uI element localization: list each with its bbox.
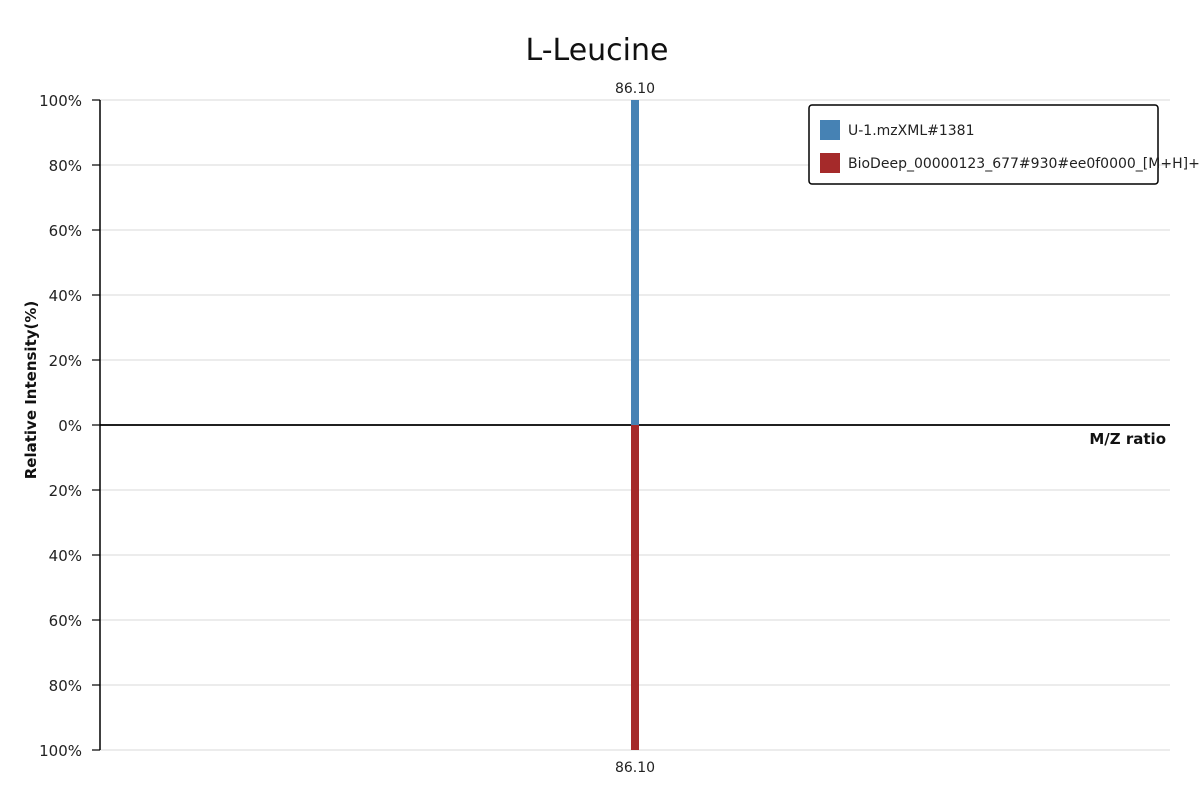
y-tick-label: 0% — [58, 417, 82, 435]
legend-box — [808, 104, 1159, 185]
legend: U-1.mzXML#1381 BioDeep_00000123_677#930#e… — [808, 104, 1200, 185]
legend-entry-label: U-1.mzXML#1381 — [848, 123, 974, 139]
legend-swatch — [820, 120, 840, 140]
x-axis-label: M/Z ratio — [1089, 430, 1166, 448]
y-tick-label: 80% — [49, 157, 82, 175]
y-tick-label: 100% — [39, 92, 82, 110]
sample-peak-label: 86.10 — [615, 81, 655, 97]
y-tick-label: 60% — [49, 612, 82, 630]
y-tick-label: 20% — [49, 352, 82, 370]
y-tick-label: 80% — [49, 677, 82, 695]
y-tick-label: 40% — [49, 547, 82, 565]
y-tick-label: 60% — [49, 222, 82, 240]
y-tick-label: 40% — [49, 287, 82, 305]
legend-swatch — [820, 153, 840, 173]
chart-title: L-Leucine — [526, 33, 669, 68]
reference-peak-bar — [631, 425, 639, 750]
y-tick-label: 100% — [39, 742, 82, 760]
sample-peak-bar — [631, 100, 639, 425]
y-axis-label: Relative Intensity(%) — [22, 301, 40, 480]
legend-entry-label: BioDeep_00000123_677#930#ee0f0000_[M+H]+ — [848, 156, 1200, 172]
peak-bars: 86.10 86.10 — [615, 81, 655, 776]
y-tick-label: 20% — [49, 482, 82, 500]
y-tick-labels: 100% 80% 60% 40% 20% 0% 20% 40% 60% 80% 100% — [39, 92, 82, 760]
reference-peak-label: 86.10 — [615, 760, 655, 776]
